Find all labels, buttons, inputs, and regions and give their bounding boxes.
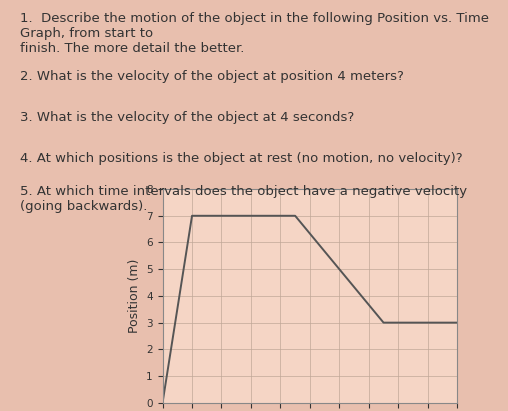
Text: 1.  Describe the motion of the object in the following Position vs. Time Graph, : 1. Describe the motion of the object in … [20, 12, 489, 55]
Text: 3. What is the velocity of the object at 4 seconds?: 3. What is the velocity of the object at… [20, 111, 355, 124]
Text: 4. At which positions is the object at rest (no motion, no velocity)?: 4. At which positions is the object at r… [20, 152, 463, 165]
Text: 5. At which time intervals does the object have a negative velocity (going backw: 5. At which time intervals does the obje… [20, 185, 467, 213]
Text: 2. What is the velocity of the object at position 4 meters?: 2. What is the velocity of the object at… [20, 70, 404, 83]
Y-axis label: Position (m): Position (m) [128, 259, 141, 333]
